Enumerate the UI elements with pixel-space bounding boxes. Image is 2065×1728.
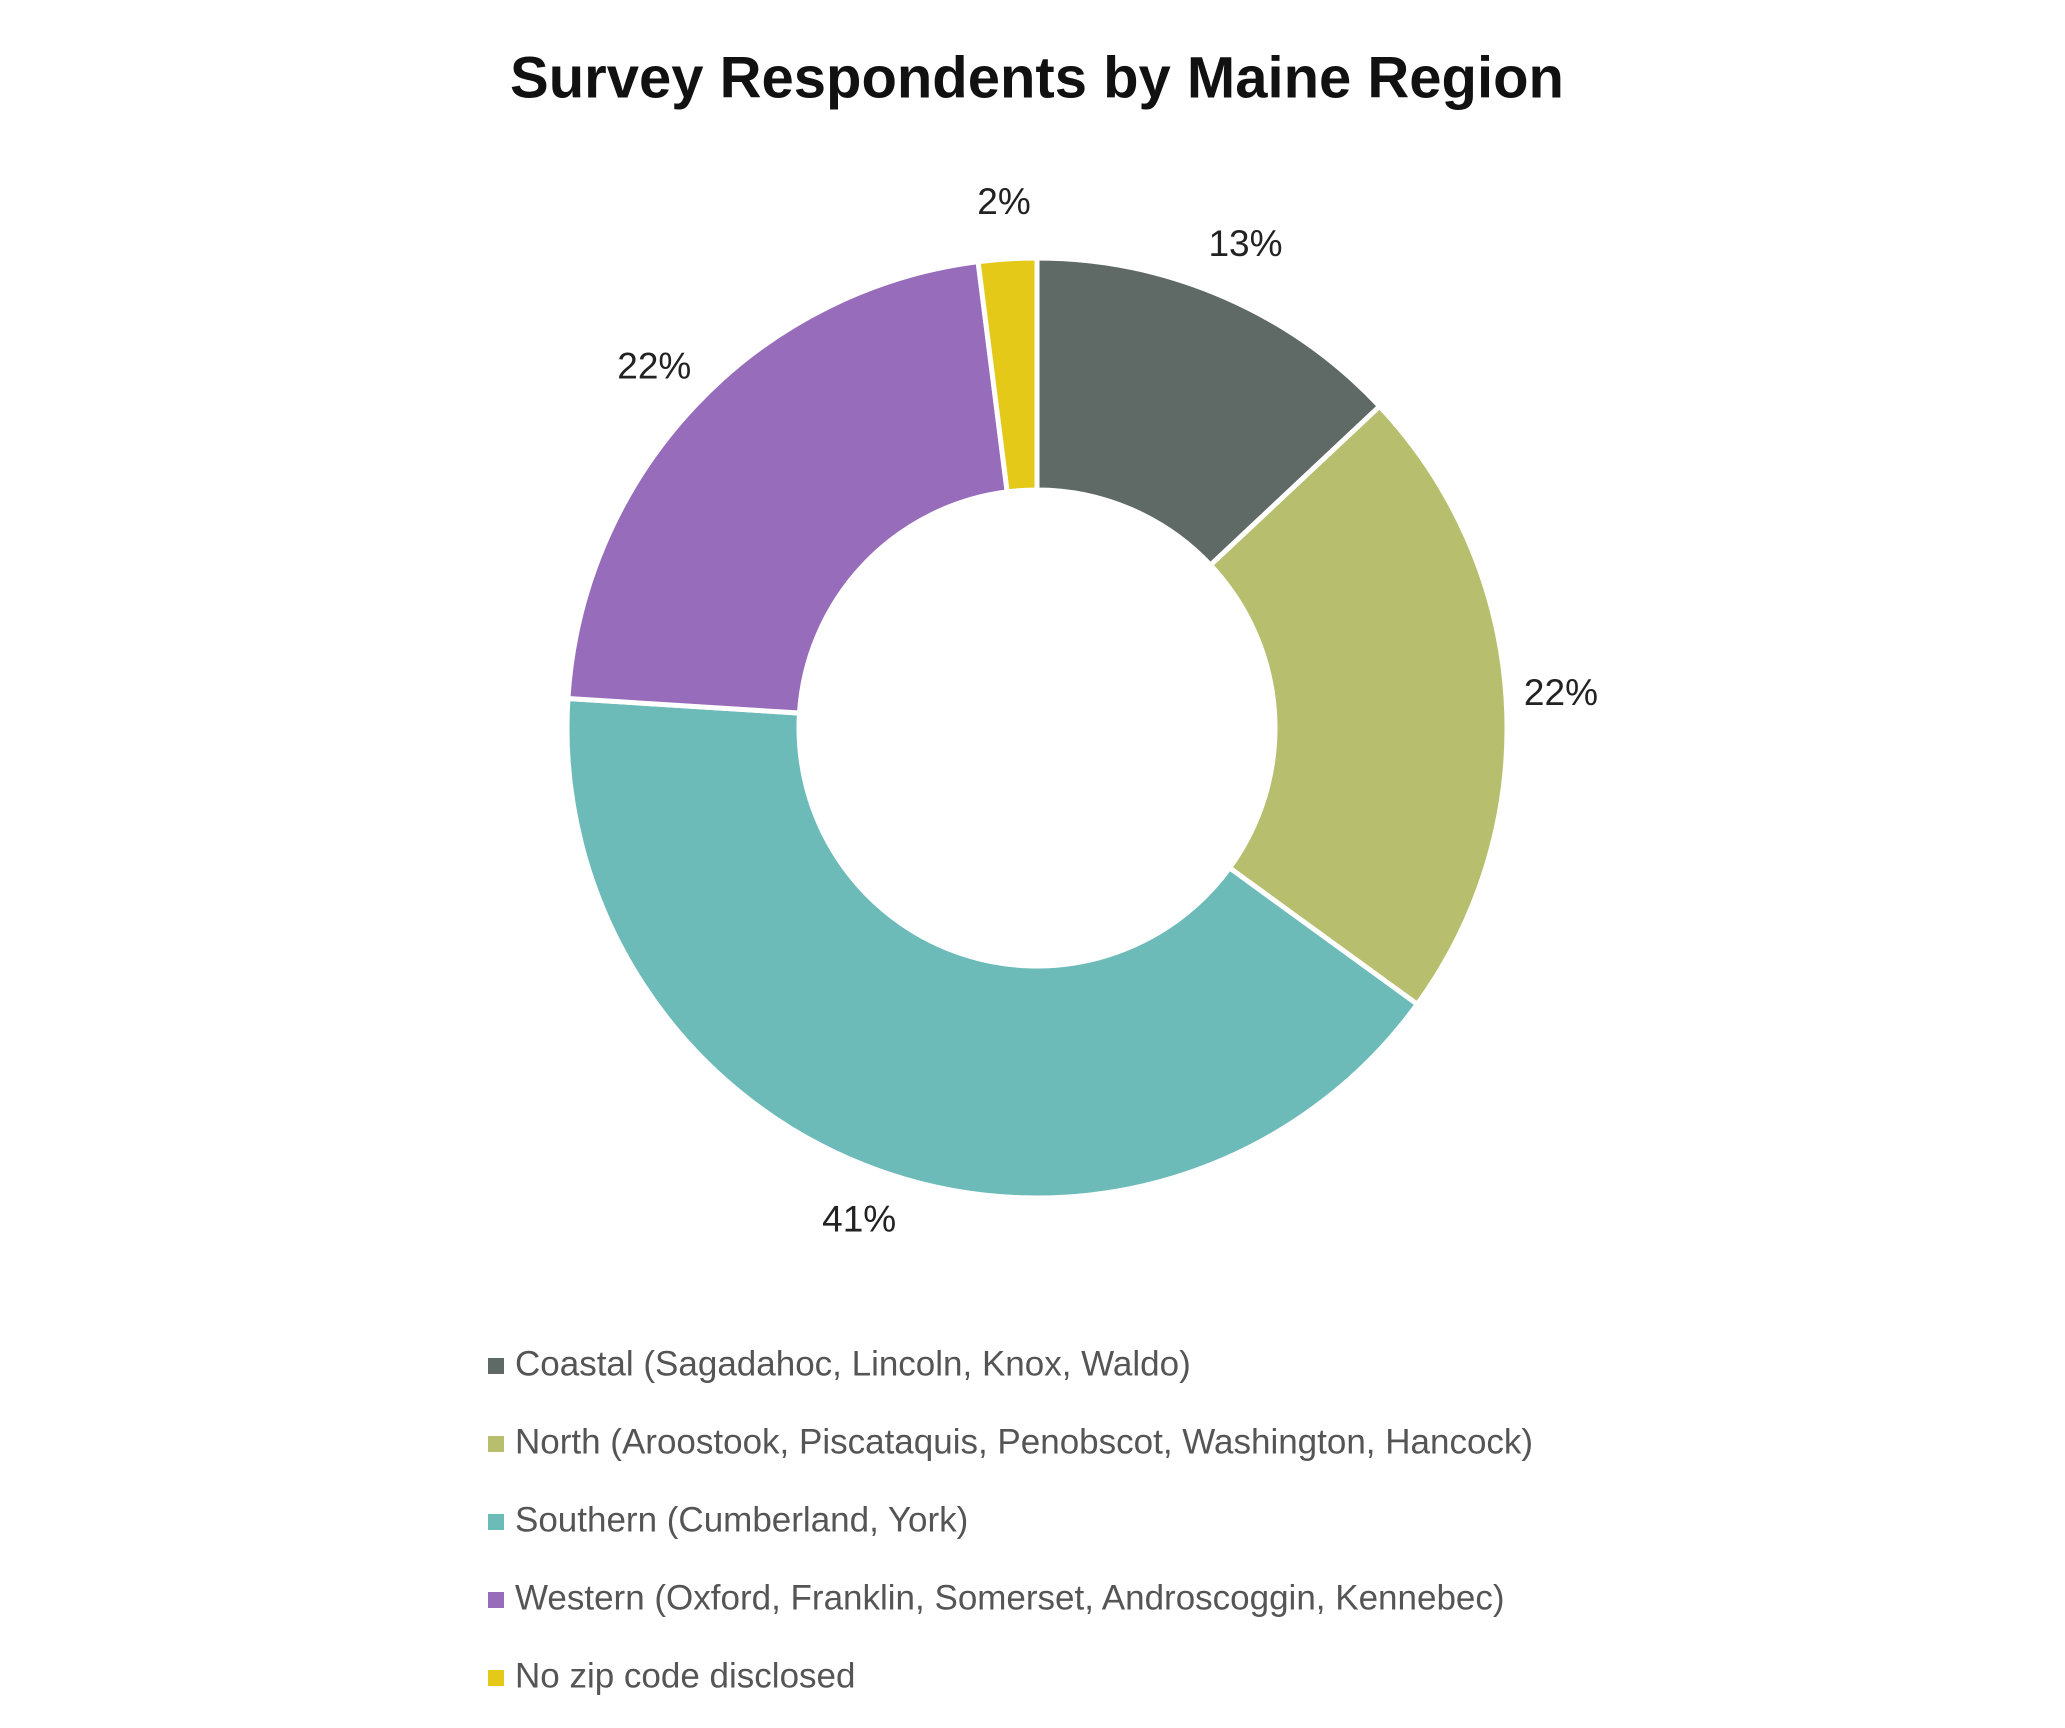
legend-marker	[488, 1514, 504, 1530]
legend-label: Coastal (Sagadahoc, Lincoln, Knox, Waldo…	[515, 1344, 1191, 1383]
legend-label: Western (Oxford, Franklin, Somerset, And…	[515, 1578, 1505, 1617]
legend-marker	[488, 1358, 504, 1374]
donut-slice	[1034, 255, 1384, 569]
data-label: 2%	[977, 181, 1030, 222]
data-label: 22%	[1524, 672, 1598, 713]
legend-label: North (Aroostook, Piscataquis, Penobscot…	[515, 1422, 1533, 1461]
donut-slice	[564, 695, 1421, 1201]
donut-slice	[1206, 402, 1510, 1008]
donut-slice	[565, 258, 1010, 716]
legend-label: Southern (Cumberland, York)	[515, 1500, 968, 1539]
data-label: 41%	[822, 1199, 896, 1240]
legend-marker	[488, 1436, 504, 1452]
data-label: 22%	[617, 345, 691, 386]
chart-title: Survey Respondents by Maine Region	[510, 45, 1564, 110]
legend-marker	[488, 1670, 504, 1686]
legend-marker	[488, 1592, 504, 1608]
legend-label: No zip code disclosed	[515, 1656, 855, 1695]
data-label: 13%	[1208, 223, 1282, 264]
donut-slice	[975, 255, 1040, 495]
